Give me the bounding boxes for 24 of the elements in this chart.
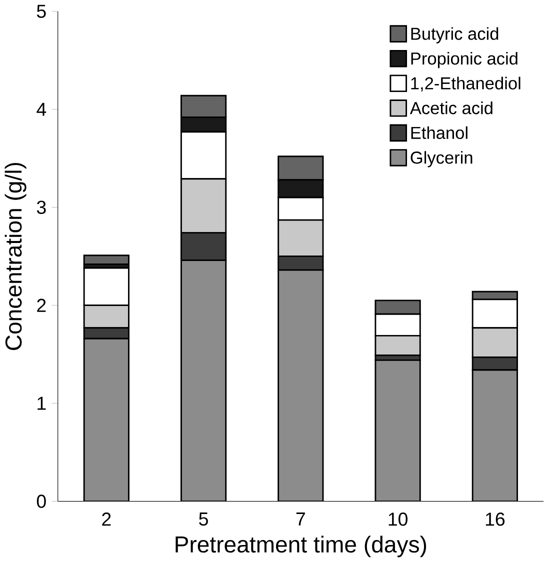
legend-label: Glycerin bbox=[410, 151, 472, 168]
bar bbox=[278, 269, 324, 502]
bar bbox=[472, 369, 518, 502]
y-tick-label: 2 bbox=[37, 298, 46, 312]
x-tick-label: 16 bbox=[486, 512, 505, 526]
y-tick-label: 3 bbox=[37, 200, 46, 214]
legend-label: 1,2-Ethanediol bbox=[411, 76, 520, 92]
legend-label: Propionic acid bbox=[411, 52, 518, 68]
bar bbox=[180, 260, 227, 502]
x-tick-label: 7 bbox=[296, 512, 306, 526]
y-tick-label: 4 bbox=[36, 102, 46, 116]
x-tick-label: 5 bbox=[199, 512, 208, 526]
bar bbox=[83, 338, 130, 502]
legend-label: Acetic acid bbox=[410, 102, 492, 114]
x-tick-label: 2 bbox=[102, 512, 111, 526]
bar bbox=[374, 359, 421, 502]
legend-label: Butyric acid bbox=[411, 27, 498, 44]
x-axis-title: Pretreatment time (days) bbox=[176, 536, 426, 558]
y-tick-label: 0 bbox=[37, 494, 46, 508]
legend-label: Ethanol bbox=[411, 126, 468, 140]
x-tick-label: 10 bbox=[388, 512, 408, 526]
y-axis-title: Concentration (g/l) bbox=[4, 162, 26, 350]
y-tick-label: 5 bbox=[37, 4, 46, 18]
y-tick-label: 1 bbox=[38, 396, 46, 410]
